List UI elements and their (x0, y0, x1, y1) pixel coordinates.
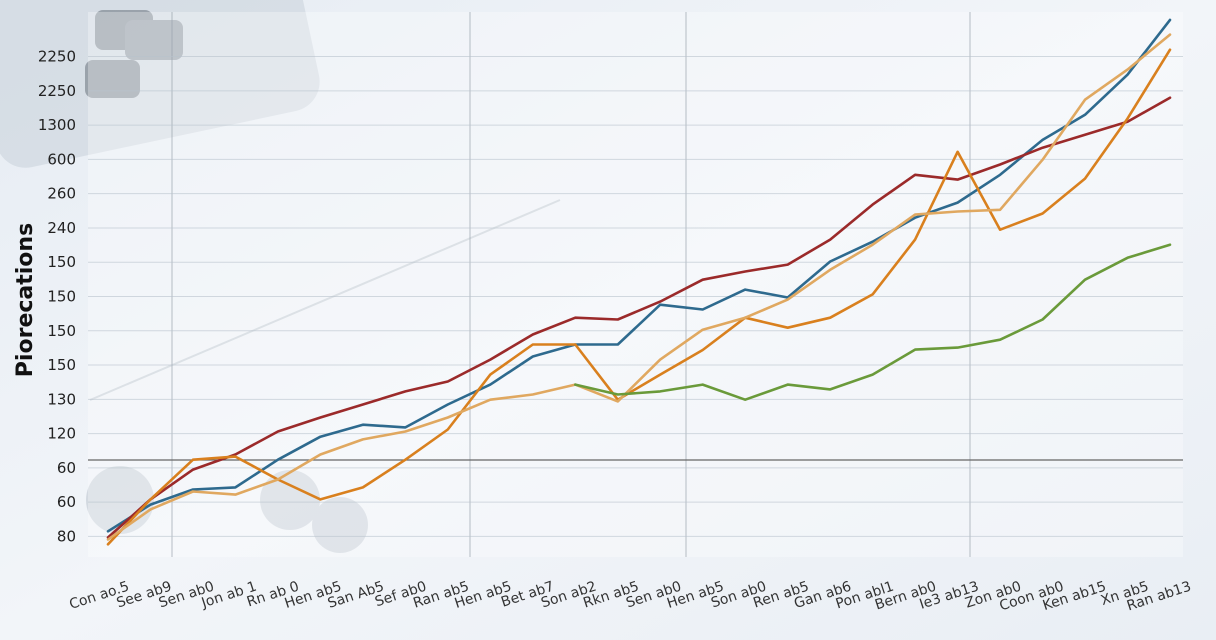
y-tick-label: 130 (47, 390, 76, 408)
y-tick-label: 260 (47, 185, 76, 203)
series-line (106, 96, 1172, 539)
plot-area (88, 12, 1183, 557)
y-axis-title: Piorecations (13, 223, 38, 377)
series-line (106, 18, 1172, 533)
y-tick-label: 1300 (38, 116, 76, 134)
y-tick-label: 2250 (38, 82, 76, 100)
y-tick-label: 150 (47, 322, 76, 340)
y-tick-label: 150 (47, 356, 76, 374)
series-line (106, 48, 1172, 546)
y-tick-label: 120 (47, 425, 76, 443)
vertical-guides (171, 12, 971, 557)
series-line (574, 243, 1172, 401)
y-tick-label: 150 (47, 287, 76, 305)
calculator-decoration (0, 0, 320, 168)
y-tick-label: 150 (47, 253, 76, 271)
series-line (106, 33, 1172, 541)
paper-decoration (86, 199, 561, 553)
y-tick-label: 60 (57, 459, 76, 477)
y-tick-label: 240 (47, 219, 76, 237)
y-tick-label: 600 (47, 150, 76, 168)
y-tick-label: 2250 (38, 48, 76, 66)
y-tick-label: 60 (57, 493, 76, 511)
y-tick-label: 80 (57, 527, 76, 545)
